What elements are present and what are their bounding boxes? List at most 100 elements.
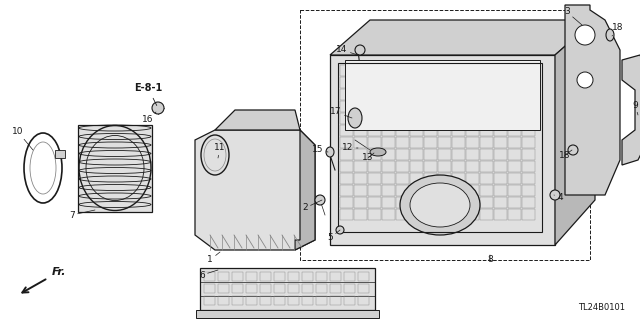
Bar [452, 89, 465, 100]
Bar [368, 89, 381, 100]
Bar [396, 137, 409, 148]
Bar [288, 284, 299, 293]
Bar [354, 149, 367, 160]
Bar [246, 284, 257, 293]
Bar [316, 284, 327, 293]
Bar [396, 113, 409, 124]
Polygon shape [330, 20, 595, 55]
Bar [494, 77, 507, 88]
Bar [522, 149, 535, 160]
Bar [260, 296, 271, 305]
Bar [232, 272, 243, 281]
Bar [438, 161, 451, 172]
Bar [340, 101, 353, 112]
Bar [480, 161, 493, 172]
Bar [522, 77, 535, 88]
Bar [354, 89, 367, 100]
Bar [382, 101, 395, 112]
Bar [382, 161, 395, 172]
Bar [522, 197, 535, 208]
Bar [466, 89, 479, 100]
Bar [466, 149, 479, 160]
Ellipse shape [550, 190, 560, 200]
Bar [508, 125, 521, 136]
Bar [260, 272, 271, 281]
Bar [452, 65, 465, 76]
Bar [522, 161, 535, 172]
Bar [274, 272, 285, 281]
Bar [340, 113, 353, 124]
Ellipse shape [370, 148, 386, 156]
Bar [480, 149, 493, 160]
Bar [522, 65, 535, 76]
Bar [508, 197, 521, 208]
Circle shape [577, 72, 593, 88]
Bar [424, 149, 437, 160]
Bar [288, 272, 299, 281]
Ellipse shape [568, 145, 578, 155]
Bar [246, 296, 257, 305]
Bar [396, 209, 409, 220]
Ellipse shape [400, 175, 480, 235]
Bar [522, 101, 535, 112]
Bar [438, 65, 451, 76]
Bar [438, 89, 451, 100]
Bar [288, 296, 299, 305]
Bar [204, 284, 215, 293]
Bar [508, 77, 521, 88]
Bar [204, 272, 215, 281]
Bar [410, 101, 423, 112]
Bar [452, 185, 465, 196]
Bar [466, 77, 479, 88]
Bar [508, 113, 521, 124]
Bar [358, 272, 369, 281]
Bar [382, 173, 395, 184]
Bar [200, 268, 375, 310]
Bar [494, 185, 507, 196]
Bar [480, 89, 493, 100]
Bar [494, 173, 507, 184]
Bar [424, 173, 437, 184]
Bar [354, 161, 367, 172]
Bar [260, 284, 271, 293]
Bar [438, 137, 451, 148]
Bar [382, 65, 395, 76]
Bar [438, 149, 451, 160]
Bar [466, 65, 479, 76]
Ellipse shape [410, 183, 470, 227]
Bar [480, 173, 493, 184]
Bar [466, 137, 479, 148]
Circle shape [575, 25, 595, 45]
Bar [354, 209, 367, 220]
Text: 5: 5 [327, 230, 340, 242]
Bar [354, 65, 367, 76]
Bar [368, 77, 381, 88]
Text: 8: 8 [487, 255, 493, 264]
Bar [358, 284, 369, 293]
Bar [438, 185, 451, 196]
Bar [480, 209, 493, 220]
Bar [396, 89, 409, 100]
Text: Fr.: Fr. [52, 267, 67, 277]
Bar [508, 209, 521, 220]
Bar [340, 197, 353, 208]
Polygon shape [555, 20, 595, 245]
Bar [368, 137, 381, 148]
Bar [480, 101, 493, 112]
Bar [396, 149, 409, 160]
Bar [330, 284, 341, 293]
Bar [330, 296, 341, 305]
Bar [410, 197, 423, 208]
Bar [368, 125, 381, 136]
Bar [396, 197, 409, 208]
Text: 17: 17 [330, 108, 352, 118]
Bar [452, 77, 465, 88]
Bar [410, 185, 423, 196]
Bar [246, 272, 257, 281]
Polygon shape [330, 55, 555, 245]
Bar [522, 113, 535, 124]
Bar [368, 209, 381, 220]
Bar [480, 77, 493, 88]
Bar [424, 77, 437, 88]
Bar [218, 272, 229, 281]
